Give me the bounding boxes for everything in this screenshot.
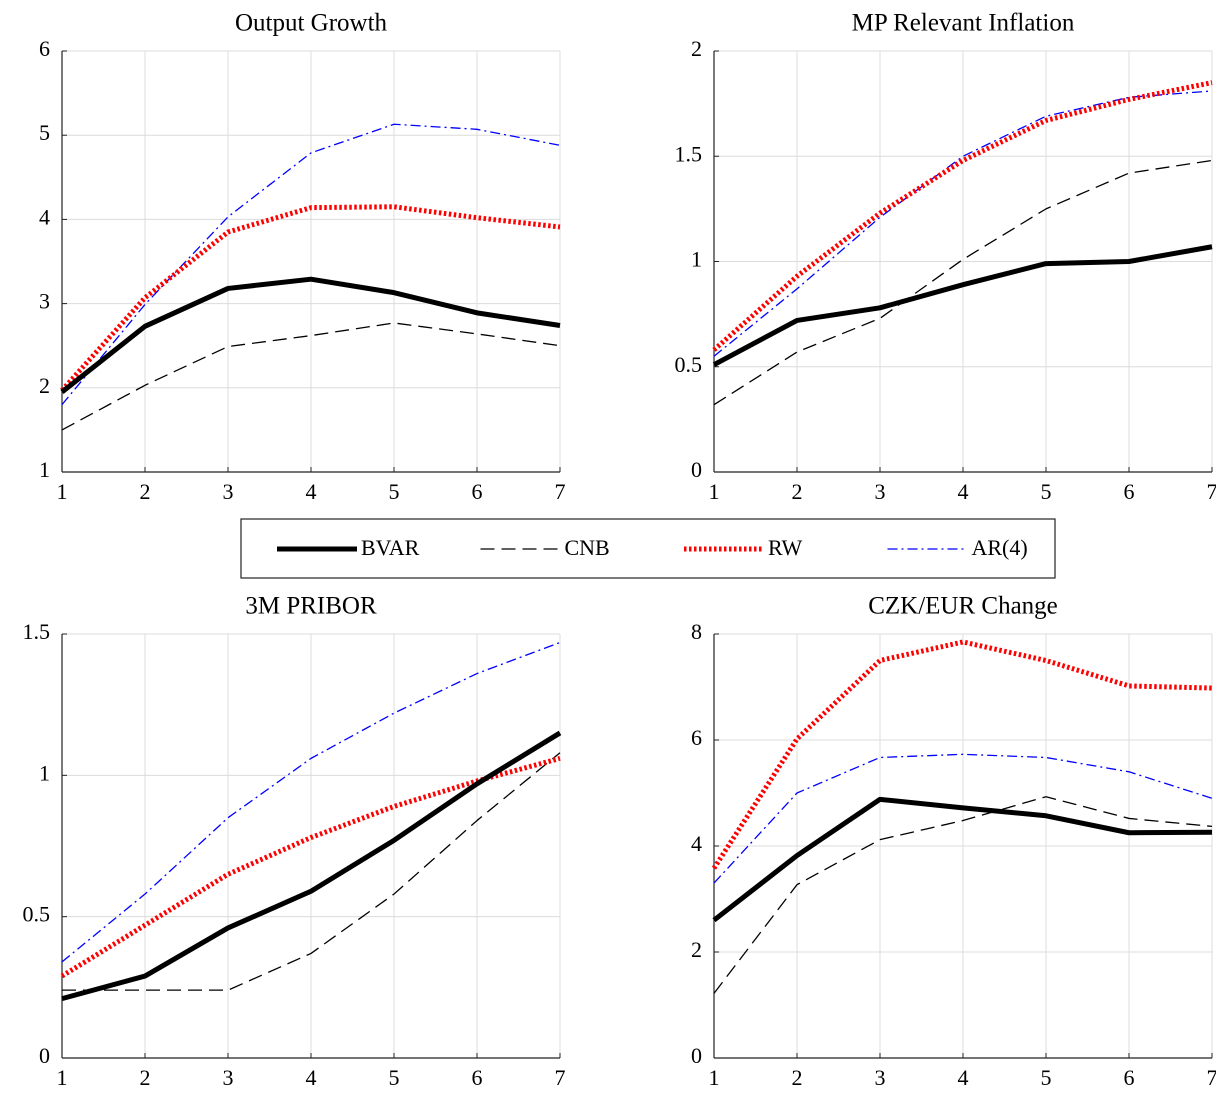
x-tick-label: 3 [223,1065,234,1090]
x-tick-label: 6 [1124,1065,1135,1090]
y-tick-label: 2 [39,373,50,398]
x-tick-label: 3 [875,1065,886,1090]
y-tick-label: 1.5 [23,619,51,644]
y-tick-label: 5 [39,120,50,145]
x-tick-label: 5 [389,479,400,504]
x-tick-label: 6 [472,479,483,504]
x-tick-label: 2 [140,479,151,504]
legend-label: CNB [565,535,610,560]
legend-box [240,518,1056,579]
x-tick-label: 2 [140,1065,151,1090]
x-tick-label: 2 [792,1065,803,1090]
series-line [713,90,1213,357]
series-line [61,641,561,963]
x-tick-label: 3 [875,479,886,504]
y-tick-label: 0.5 [23,902,51,927]
chart-title: MP Relevant Inflation [852,10,1075,37]
y-tick-label: 2 [691,937,702,962]
x-tick-label: 6 [472,1065,483,1090]
y-tick-label: 4 [39,204,50,229]
x-tick-label: 7 [1207,479,1216,504]
y-tick-label: 0 [691,1043,702,1068]
y-tick-label: 0.5 [675,352,703,377]
y-tick-label: 8 [691,619,702,644]
x-tick-label: 1 [57,479,68,504]
x-tick-label: 5 [389,1065,400,1090]
series-line [60,204,561,392]
x-tick-label: 2 [792,479,803,504]
chart-title: CZK/EUR Change [868,593,1058,620]
series-line [60,276,561,394]
x-tick-label: 4 [306,479,317,504]
y-tick-label: 1.5 [675,141,703,166]
x-tick-label: 4 [306,1065,317,1090]
series-line [62,752,561,991]
y-tick-label: 1 [39,760,50,785]
series-line [61,322,561,431]
legend-label: RW [768,535,802,560]
legend-label: BVAR [361,535,420,560]
x-tick-label: 7 [555,1065,566,1090]
y-tick-label: 1 [39,457,50,482]
series-line [712,244,1213,367]
x-tick-label: 5 [1041,479,1052,504]
y-tick-label: 3 [39,289,50,314]
series-line [712,80,1213,352]
series-line [61,123,561,406]
y-tick-label: 1 [691,247,702,272]
x-tick-label: 7 [1207,1065,1216,1090]
x-tick-label: 3 [223,479,234,504]
x-tick-label: 6 [1124,479,1135,504]
y-tick-label: 4 [691,831,702,856]
series-line [61,730,562,1002]
series-line [712,796,1213,923]
legend-label: AR(4) [972,535,1028,560]
y-tick-label: 6 [691,725,702,750]
x-tick-label: 5 [1041,1065,1052,1090]
x-tick-label: 1 [57,1065,68,1090]
x-tick-label: 4 [958,479,969,504]
series-line [713,753,1213,884]
x-tick-label: 1 [709,1065,720,1090]
y-tick-label: 2 [691,36,702,61]
y-tick-label: 0 [39,1043,50,1068]
x-tick-label: 7 [555,479,566,504]
x-tick-label: 1 [709,479,720,504]
x-tick-label: 4 [958,1065,969,1090]
y-tick-label: 6 [39,36,50,61]
chart-title: Output Growth [235,10,388,37]
series-line [713,796,1213,994]
y-tick-label: 0 [691,457,702,482]
chart-title: 3M PRIBOR [245,593,377,620]
